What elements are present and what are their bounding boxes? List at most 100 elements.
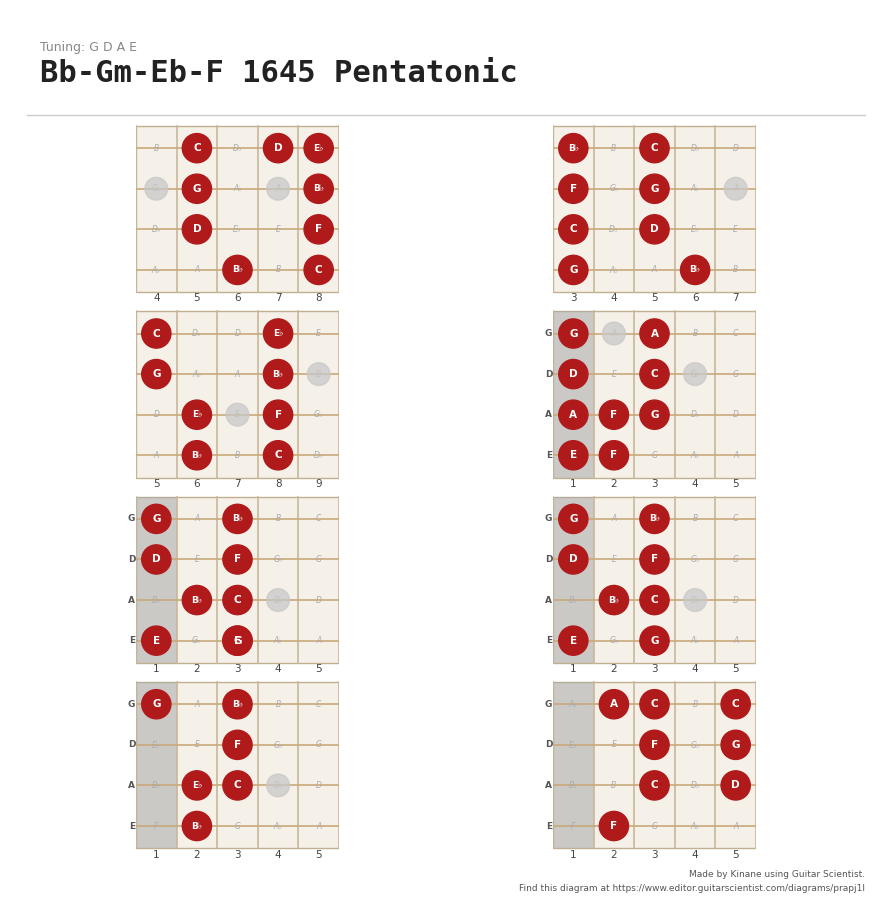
Text: F: F — [275, 410, 282, 419]
Text: D: D — [545, 555, 552, 564]
Text: B♭: B♭ — [192, 822, 202, 831]
Text: B: B — [276, 265, 281, 274]
Text: A♭: A♭ — [609, 265, 618, 274]
Text: B: B — [235, 451, 240, 460]
Text: F: F — [651, 740, 658, 750]
Circle shape — [558, 545, 588, 574]
Text: E: E — [235, 410, 240, 419]
Text: E: E — [129, 636, 136, 645]
Circle shape — [640, 360, 669, 389]
Circle shape — [640, 690, 669, 719]
Text: D: D — [316, 781, 322, 790]
Text: E: E — [317, 329, 321, 338]
Text: B♭: B♭ — [152, 595, 161, 604]
Circle shape — [263, 360, 293, 389]
Circle shape — [721, 771, 750, 800]
Text: D♭: D♭ — [152, 225, 161, 234]
Text: E♭: E♭ — [690, 225, 699, 234]
Text: A: A — [569, 410, 577, 419]
Text: G♭: G♭ — [609, 184, 619, 193]
Text: 5: 5 — [194, 293, 200, 303]
Text: B♭: B♭ — [569, 595, 578, 604]
Text: 5: 5 — [316, 664, 322, 674]
Text: E♭: E♭ — [233, 225, 242, 234]
Text: E: E — [546, 822, 552, 831]
Text: C: C — [650, 780, 658, 790]
Circle shape — [223, 255, 252, 284]
Text: G♭: G♭ — [690, 741, 700, 750]
Text: A: A — [545, 410, 552, 419]
Text: B♭: B♭ — [690, 265, 700, 274]
Text: B♭: B♭ — [568, 143, 579, 152]
Text: A♭: A♭ — [569, 700, 578, 709]
Text: D♭: D♭ — [609, 225, 619, 234]
Text: F: F — [315, 225, 322, 235]
Circle shape — [558, 174, 588, 203]
Circle shape — [558, 133, 588, 162]
Text: C: C — [234, 595, 242, 605]
Text: B♭: B♭ — [232, 265, 243, 274]
Text: A: A — [733, 451, 739, 460]
Bar — [553, 496, 593, 663]
Text: B♭: B♭ — [152, 781, 161, 790]
Text: A: A — [610, 699, 618, 709]
Text: Made by Kinane using Guitar Scientist.: Made by Kinane using Guitar Scientist. — [690, 870, 865, 879]
Text: G: G — [651, 451, 657, 460]
Text: A: A — [733, 822, 739, 831]
Text: 3: 3 — [651, 664, 657, 674]
Text: D: D — [731, 780, 740, 790]
Text: E: E — [276, 225, 280, 234]
Text: F: F — [570, 184, 577, 194]
Bar — [553, 682, 593, 848]
Text: G♭: G♭ — [314, 410, 324, 419]
Text: 5: 5 — [732, 664, 739, 674]
Circle shape — [304, 174, 334, 203]
Circle shape — [142, 626, 171, 655]
Circle shape — [640, 400, 669, 429]
Text: D: D — [732, 410, 739, 419]
Text: 6: 6 — [692, 293, 698, 303]
Text: C: C — [650, 369, 658, 379]
Circle shape — [640, 771, 669, 800]
Text: A♭: A♭ — [690, 636, 699, 645]
Text: G: G — [650, 410, 659, 419]
Text: C: C — [731, 699, 739, 709]
Text: 4: 4 — [275, 664, 281, 674]
Circle shape — [182, 585, 211, 614]
Text: A: A — [194, 265, 200, 274]
Circle shape — [223, 545, 252, 574]
Text: 4: 4 — [275, 850, 281, 860]
Text: 3: 3 — [235, 850, 241, 860]
Circle shape — [142, 504, 171, 533]
Text: 7: 7 — [732, 293, 739, 303]
Circle shape — [223, 626, 252, 655]
Text: A♭: A♭ — [690, 451, 699, 460]
Text: B: B — [692, 514, 698, 523]
Text: D♭: D♭ — [690, 410, 700, 419]
Text: E: E — [153, 636, 160, 646]
Text: B: B — [276, 514, 281, 523]
Text: C: C — [316, 700, 321, 709]
Text: G♭: G♭ — [690, 555, 700, 564]
Text: B♭: B♭ — [232, 700, 243, 709]
Text: A♭: A♭ — [690, 184, 699, 193]
Circle shape — [142, 319, 171, 348]
Text: B♭: B♭ — [273, 370, 284, 379]
Circle shape — [721, 690, 750, 719]
Text: A: A — [128, 781, 136, 790]
Text: 3: 3 — [651, 850, 657, 860]
Circle shape — [684, 589, 706, 612]
Text: A♭: A♭ — [690, 822, 699, 831]
Text: 1: 1 — [570, 479, 576, 489]
Text: G♭: G♭ — [273, 555, 283, 564]
Text: E: E — [733, 225, 738, 234]
Text: E: E — [570, 636, 577, 646]
Bar — [553, 311, 593, 478]
Text: G: G — [128, 514, 136, 523]
Text: 8: 8 — [275, 479, 281, 489]
Text: 1: 1 — [570, 664, 576, 674]
Circle shape — [304, 215, 334, 244]
Text: E: E — [194, 555, 199, 564]
Text: C: C — [733, 329, 739, 338]
Text: 6: 6 — [235, 293, 241, 303]
